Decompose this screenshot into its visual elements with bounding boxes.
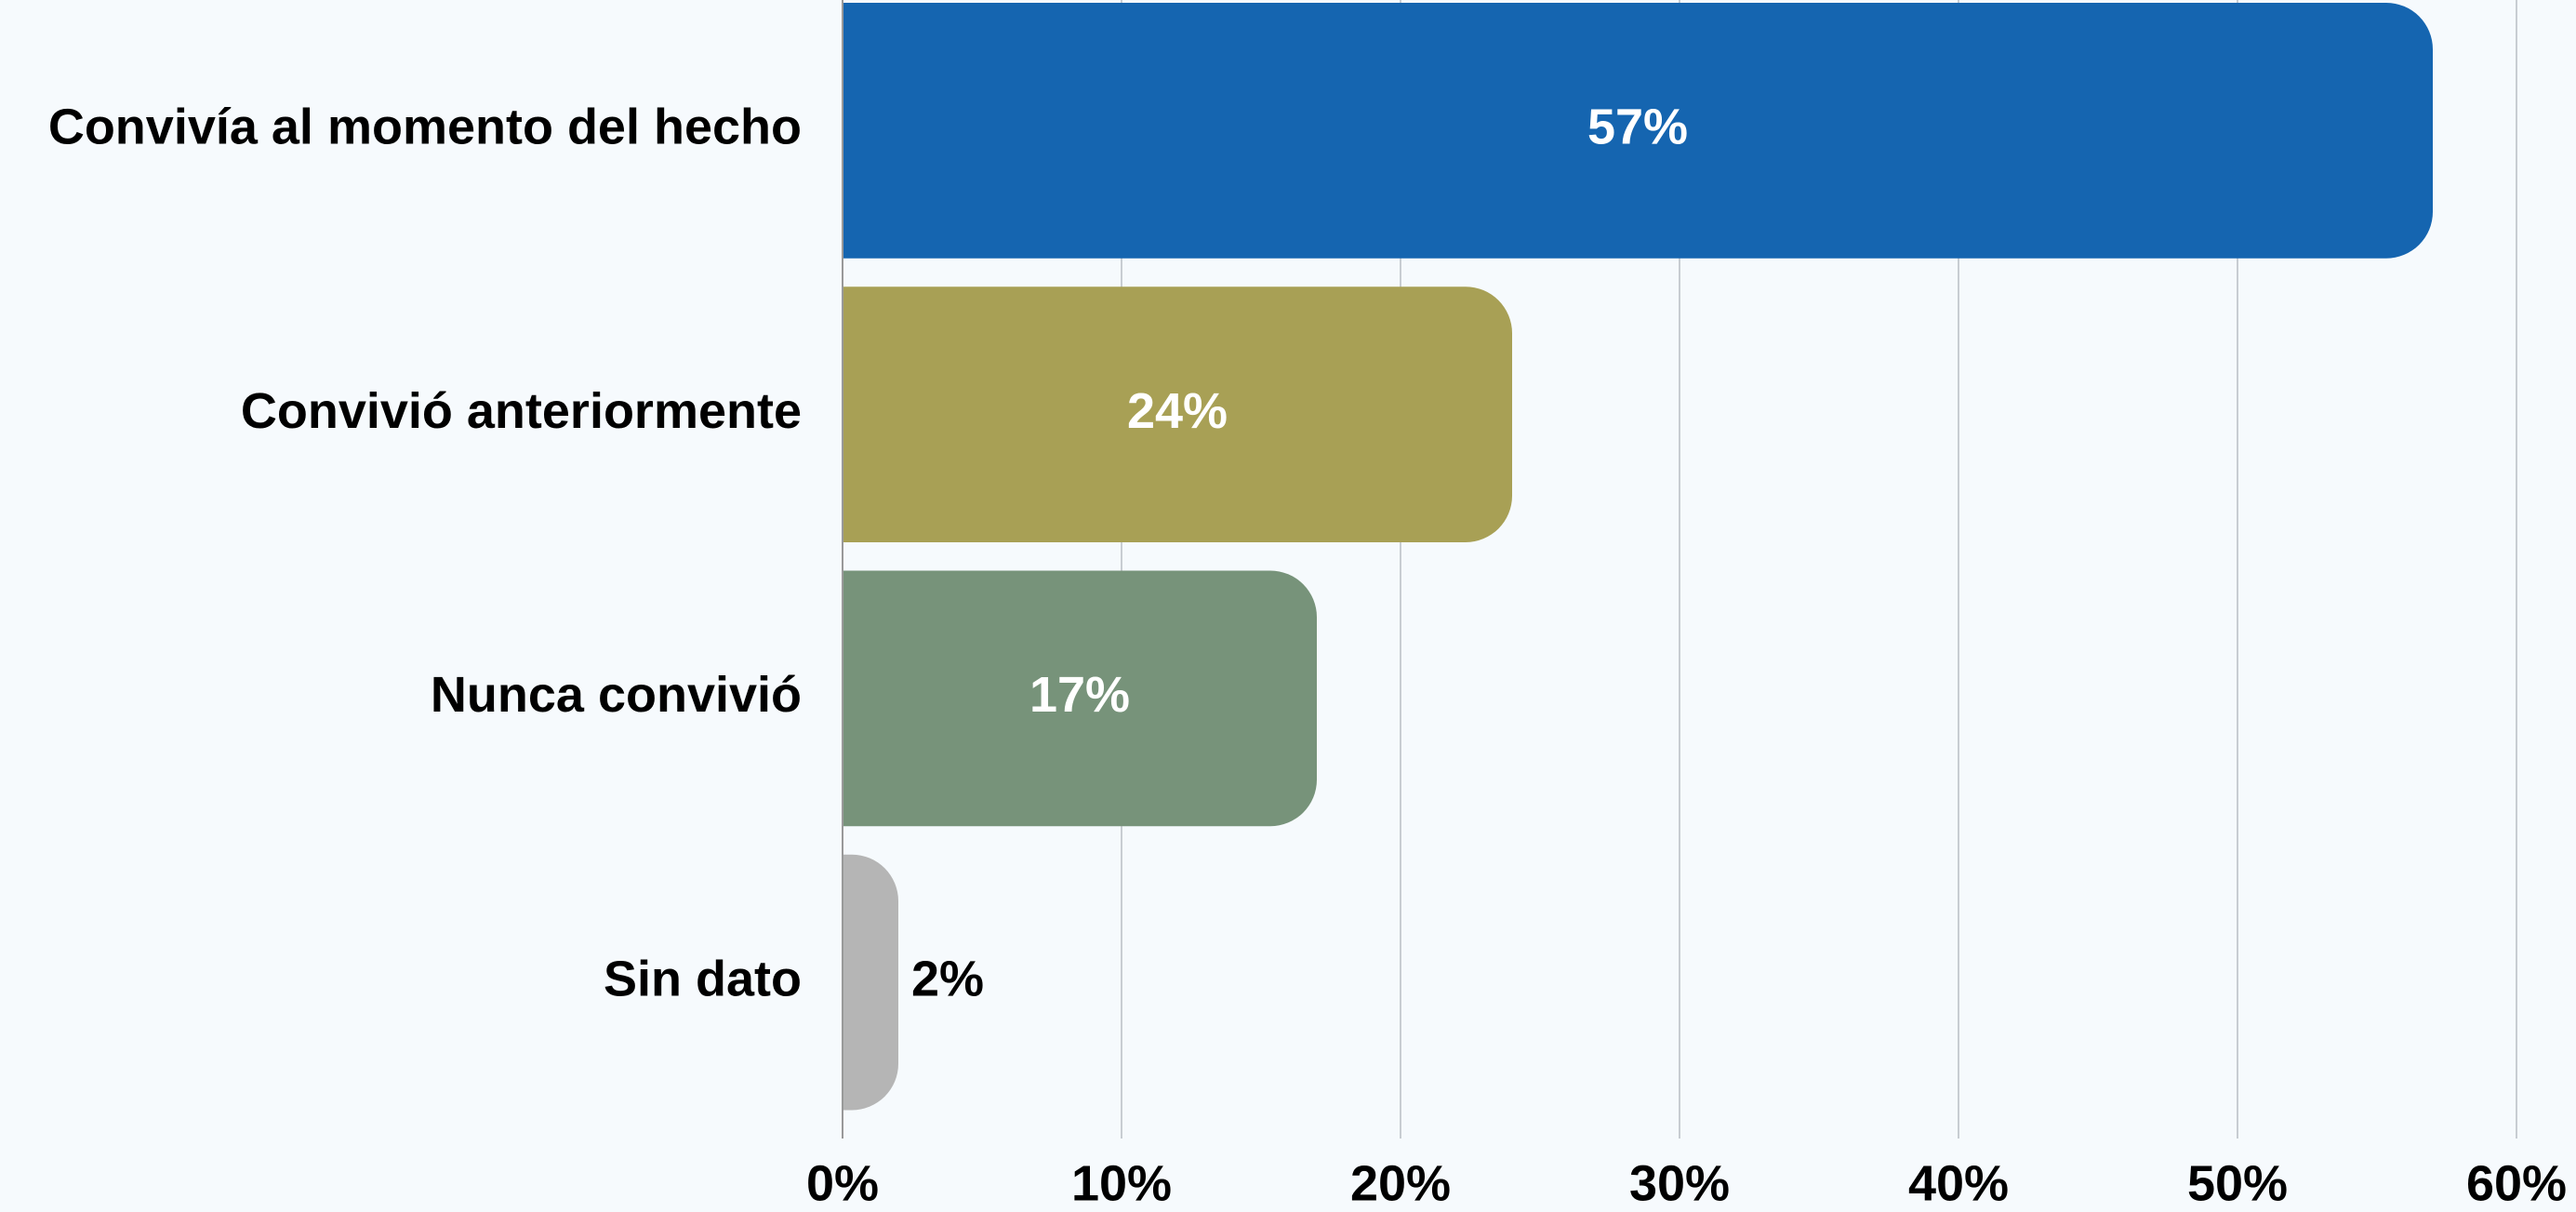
x-tick-label: 60% [2466,1155,2567,1211]
category-label: Nunca convivió [431,667,802,723]
bar [843,570,1317,827]
category-label: Sin dato [604,951,802,1006]
x-tick-label: 0% [806,1155,879,1211]
category-label: Convivía al momento del hecho [48,100,802,155]
value-label: 2% [911,951,984,1006]
x-tick-label: 30% [1629,1155,1730,1211]
category-label: Convivió anteriormente [241,383,802,439]
value-label: 24% [1127,383,1228,439]
x-tick-label: 20% [1350,1155,1451,1211]
x-tick-label: 50% [2187,1155,2288,1211]
bar [843,854,898,1111]
x-tick-label: 10% [1071,1155,1172,1211]
bar [843,3,2433,259]
value-label: 17% [1029,667,1130,723]
value-label: 57% [1587,100,1688,155]
bar [843,286,1512,542]
x-tick-label: 40% [1908,1155,2009,1211]
